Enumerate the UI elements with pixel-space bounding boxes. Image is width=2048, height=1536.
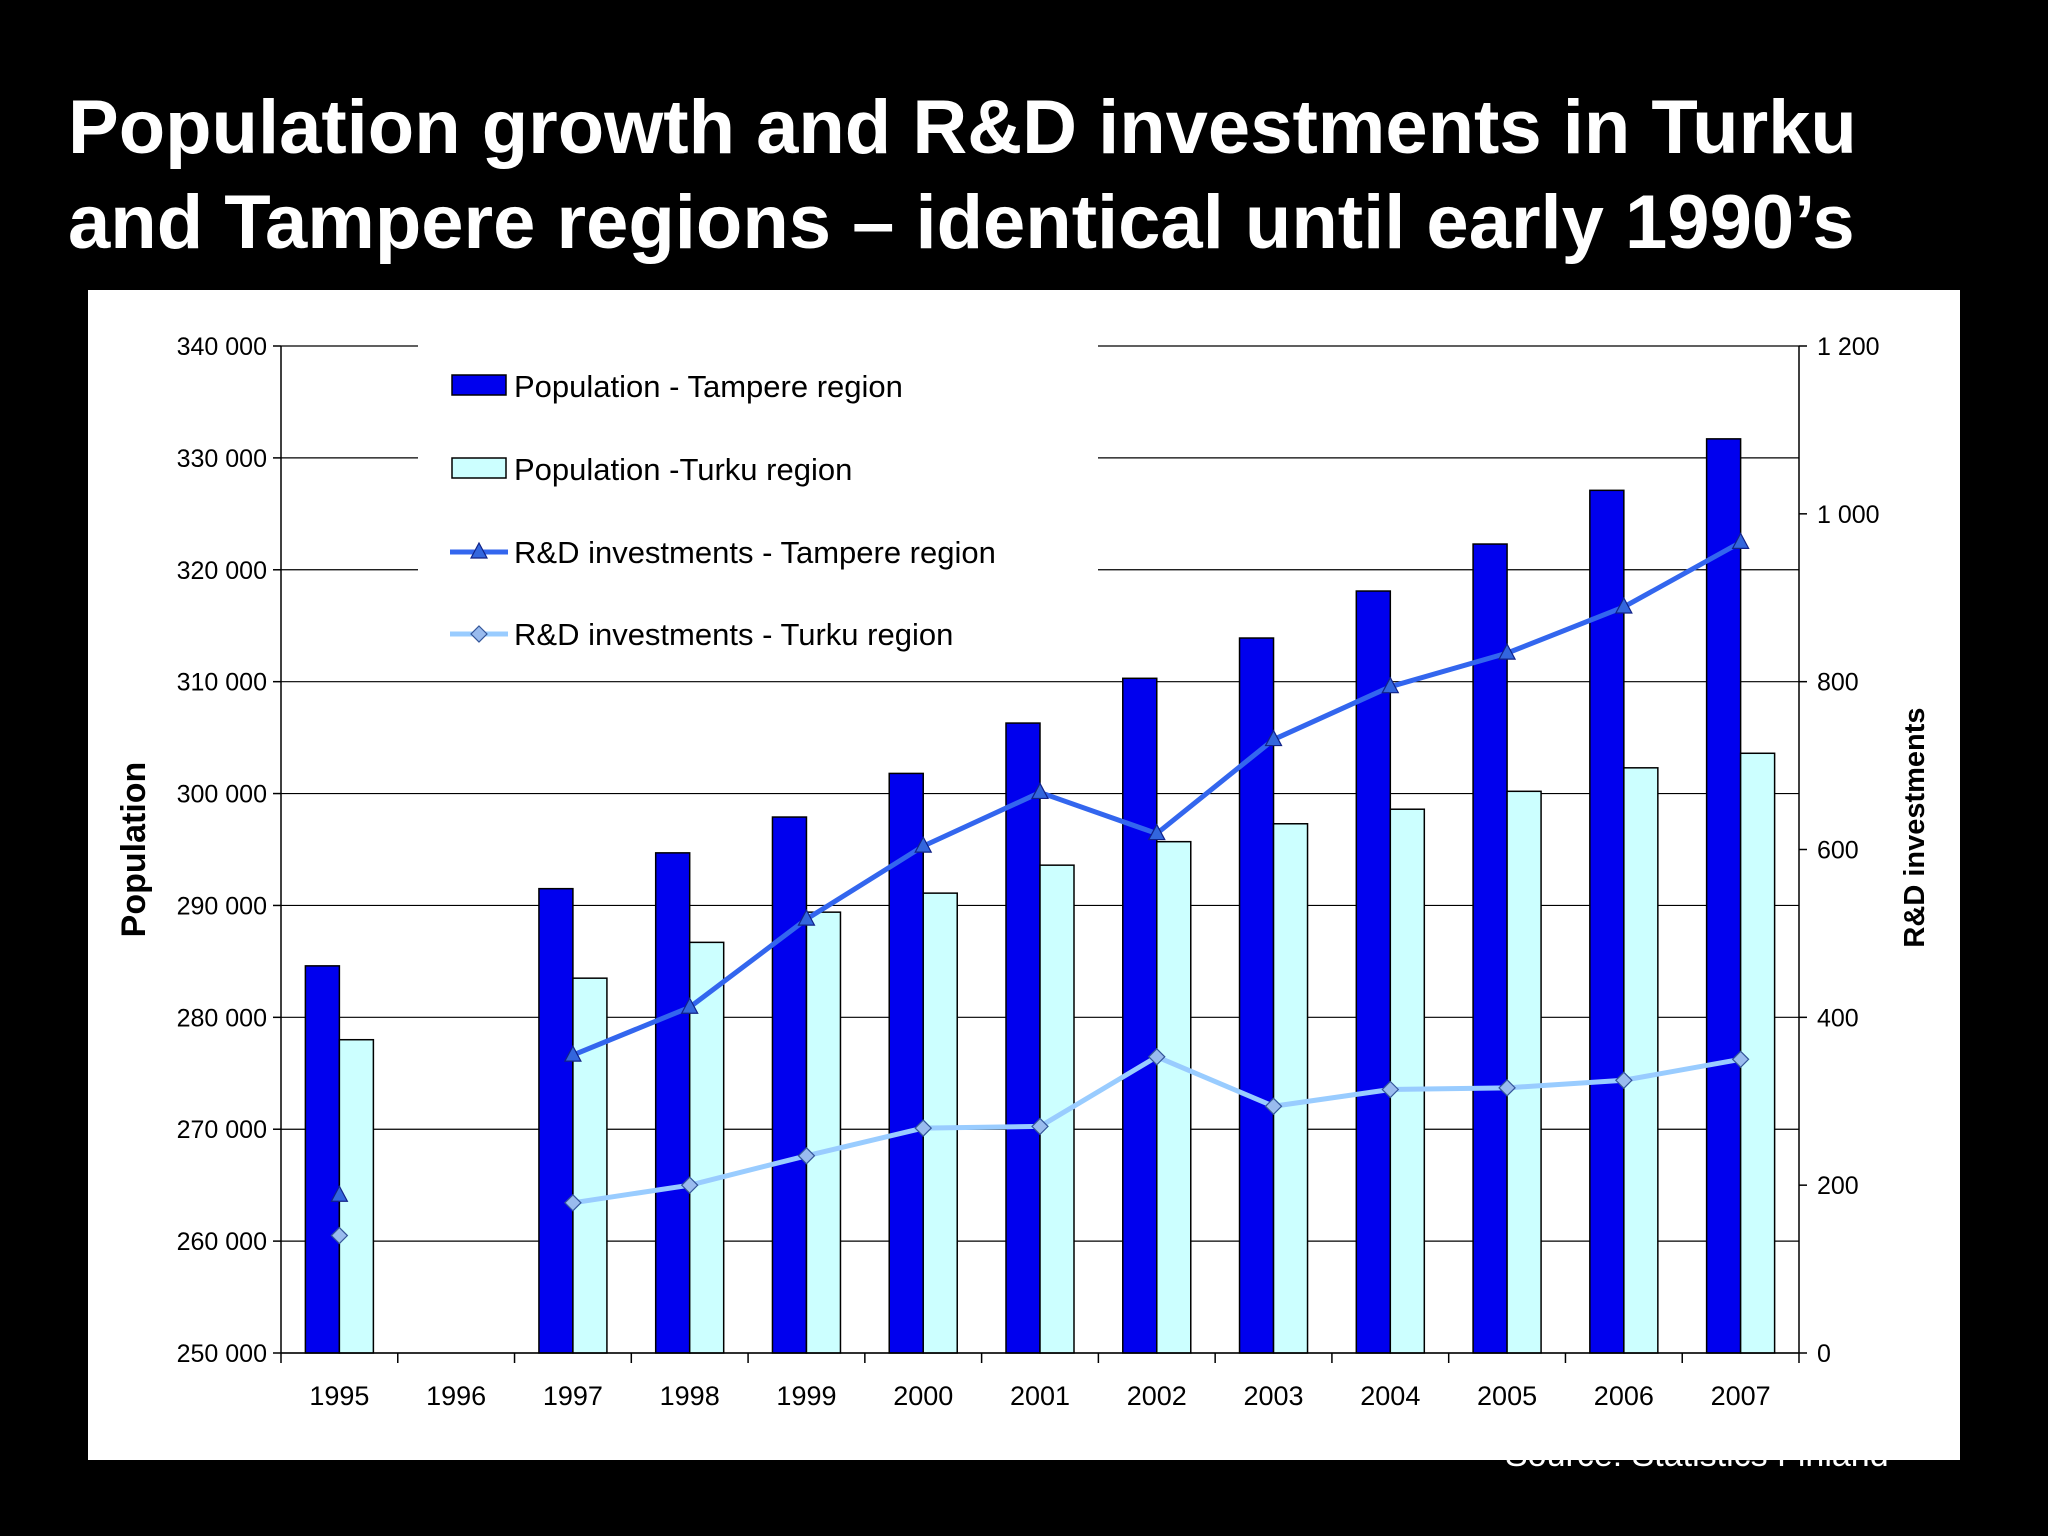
y-tick-label: 270 000 <box>177 1116 267 1144</box>
legend-swatch <box>451 457 507 479</box>
y-tick-label: 280 000 <box>177 1004 267 1032</box>
line-point <box>680 996 699 1014</box>
bar <box>1623 767 1659 1354</box>
bar <box>805 911 842 1354</box>
x-tick-label: 2001 <box>1010 1381 1070 1411</box>
y2-tick-label: 800 <box>1817 669 1859 697</box>
line-point <box>470 625 488 643</box>
line-point <box>330 1226 349 1245</box>
bar <box>304 965 341 1354</box>
x-tick-label: 2004 <box>1360 1381 1420 1411</box>
y2-tick-label: 400 <box>1817 1004 1859 1032</box>
x-tick-label: 2006 <box>1594 1381 1654 1411</box>
bar <box>888 772 924 1354</box>
legend <box>418 340 1098 640</box>
line-point <box>1731 1050 1750 1069</box>
y2-tick-label: 1 200 <box>1817 333 1880 361</box>
line-point <box>1615 1071 1633 1090</box>
line-point <box>470 541 488 559</box>
bar <box>538 887 574 1354</box>
x-tick-label: 1995 <box>309 1381 369 1411</box>
y2-tick-label: 600 <box>1817 837 1859 865</box>
y2-tick-label: 1 000 <box>1817 501 1880 529</box>
bar <box>654 852 691 1354</box>
bar <box>1705 438 1742 1354</box>
line-point <box>1147 1047 1166 1066</box>
y-tick-label: 330 000 <box>177 445 267 473</box>
bar <box>1472 543 1508 1354</box>
bar <box>1739 752 1776 1354</box>
legend-swatch <box>451 374 507 396</box>
x-tick-label: 2005 <box>1477 1381 1537 1411</box>
slide-title-line-1: Population growth and R&D investments in… <box>68 85 1857 170</box>
y-tick-label: 310 000 <box>177 669 267 697</box>
slide-title: Population growth and R&D investments in… <box>68 80 2008 270</box>
slide-title-line-2: and Tampere regions – identical until ea… <box>68 180 1855 265</box>
x-tick-label: 1998 <box>660 1381 720 1411</box>
x-tick-label: 2007 <box>1711 1381 1771 1411</box>
line-point <box>1381 1080 1400 1099</box>
x-tick-label: 2000 <box>893 1381 953 1411</box>
x-tick-label: 2002 <box>1127 1381 1187 1411</box>
y-tick-label: 260 000 <box>177 1228 267 1256</box>
bar <box>1005 722 1041 1354</box>
legend-label: R&D investments - Turku region <box>514 617 953 652</box>
line-point <box>797 908 816 926</box>
source-note: Source: Statistics Finland <box>1505 1436 1889 1474</box>
bar <box>1389 808 1426 1354</box>
chart: 250 000 260 000 270 000 280 000 290 000 300 0… <box>115 333 1931 1411</box>
x-tick-label: 1999 <box>776 1381 836 1411</box>
line-point <box>563 1044 582 1062</box>
y-tick-label: 320 000 <box>177 557 267 585</box>
bar <box>922 892 958 1354</box>
legend-label: Population - Tampere region <box>514 369 903 404</box>
line-point <box>1614 596 1633 614</box>
x-tick-label: 2003 <box>1243 1381 1303 1411</box>
bar <box>572 977 608 1354</box>
y2-tick-label: 0 <box>1817 1340 1831 1368</box>
y2-axis-title: R&D investments <box>1899 707 1931 947</box>
y-tick-label: 300 000 <box>177 781 267 809</box>
y2-tick-label: 200 <box>1817 1172 1859 1200</box>
line-point <box>1498 1078 1516 1097</box>
line-point <box>1264 1097 1283 1116</box>
x-tick-label: 1996 <box>426 1381 486 1411</box>
line-point <box>564 1193 582 1212</box>
line-point <box>914 1119 933 1137</box>
y-tick-label: 340 000 <box>177 333 267 361</box>
bar <box>771 816 808 1354</box>
y-axis-title: Population <box>115 762 153 938</box>
bar <box>1156 840 1192 1354</box>
bar <box>1355 590 1392 1354</box>
bar <box>1238 637 1275 1354</box>
line-point <box>1031 782 1049 800</box>
line-point <box>1498 642 1517 660</box>
legend-label: Population -Turku region <box>514 452 852 487</box>
legend-label: R&D investments - Tampere region <box>514 535 996 570</box>
line-point <box>1381 676 1400 694</box>
bar <box>1506 790 1542 1354</box>
line-point <box>1264 729 1283 747</box>
bar <box>1589 489 1625 1354</box>
line-point <box>680 1176 699 1195</box>
line-point <box>1031 1117 1049 1136</box>
line-point <box>1731 532 1750 549</box>
chart-panel: 250 000 260 000 270 000 280 000 290 000 300 0… <box>88 290 1960 1460</box>
bar <box>1272 823 1309 1354</box>
bar <box>1122 677 1158 1354</box>
y-tick-label: 290 000 <box>177 892 267 920</box>
line-point <box>914 835 933 853</box>
x-tick-label: 1997 <box>543 1381 603 1411</box>
line-point <box>797 1146 816 1165</box>
line-point <box>1147 823 1166 841</box>
y-tick-label: 250 000 <box>177 1340 267 1368</box>
line-point <box>330 1184 349 1202</box>
